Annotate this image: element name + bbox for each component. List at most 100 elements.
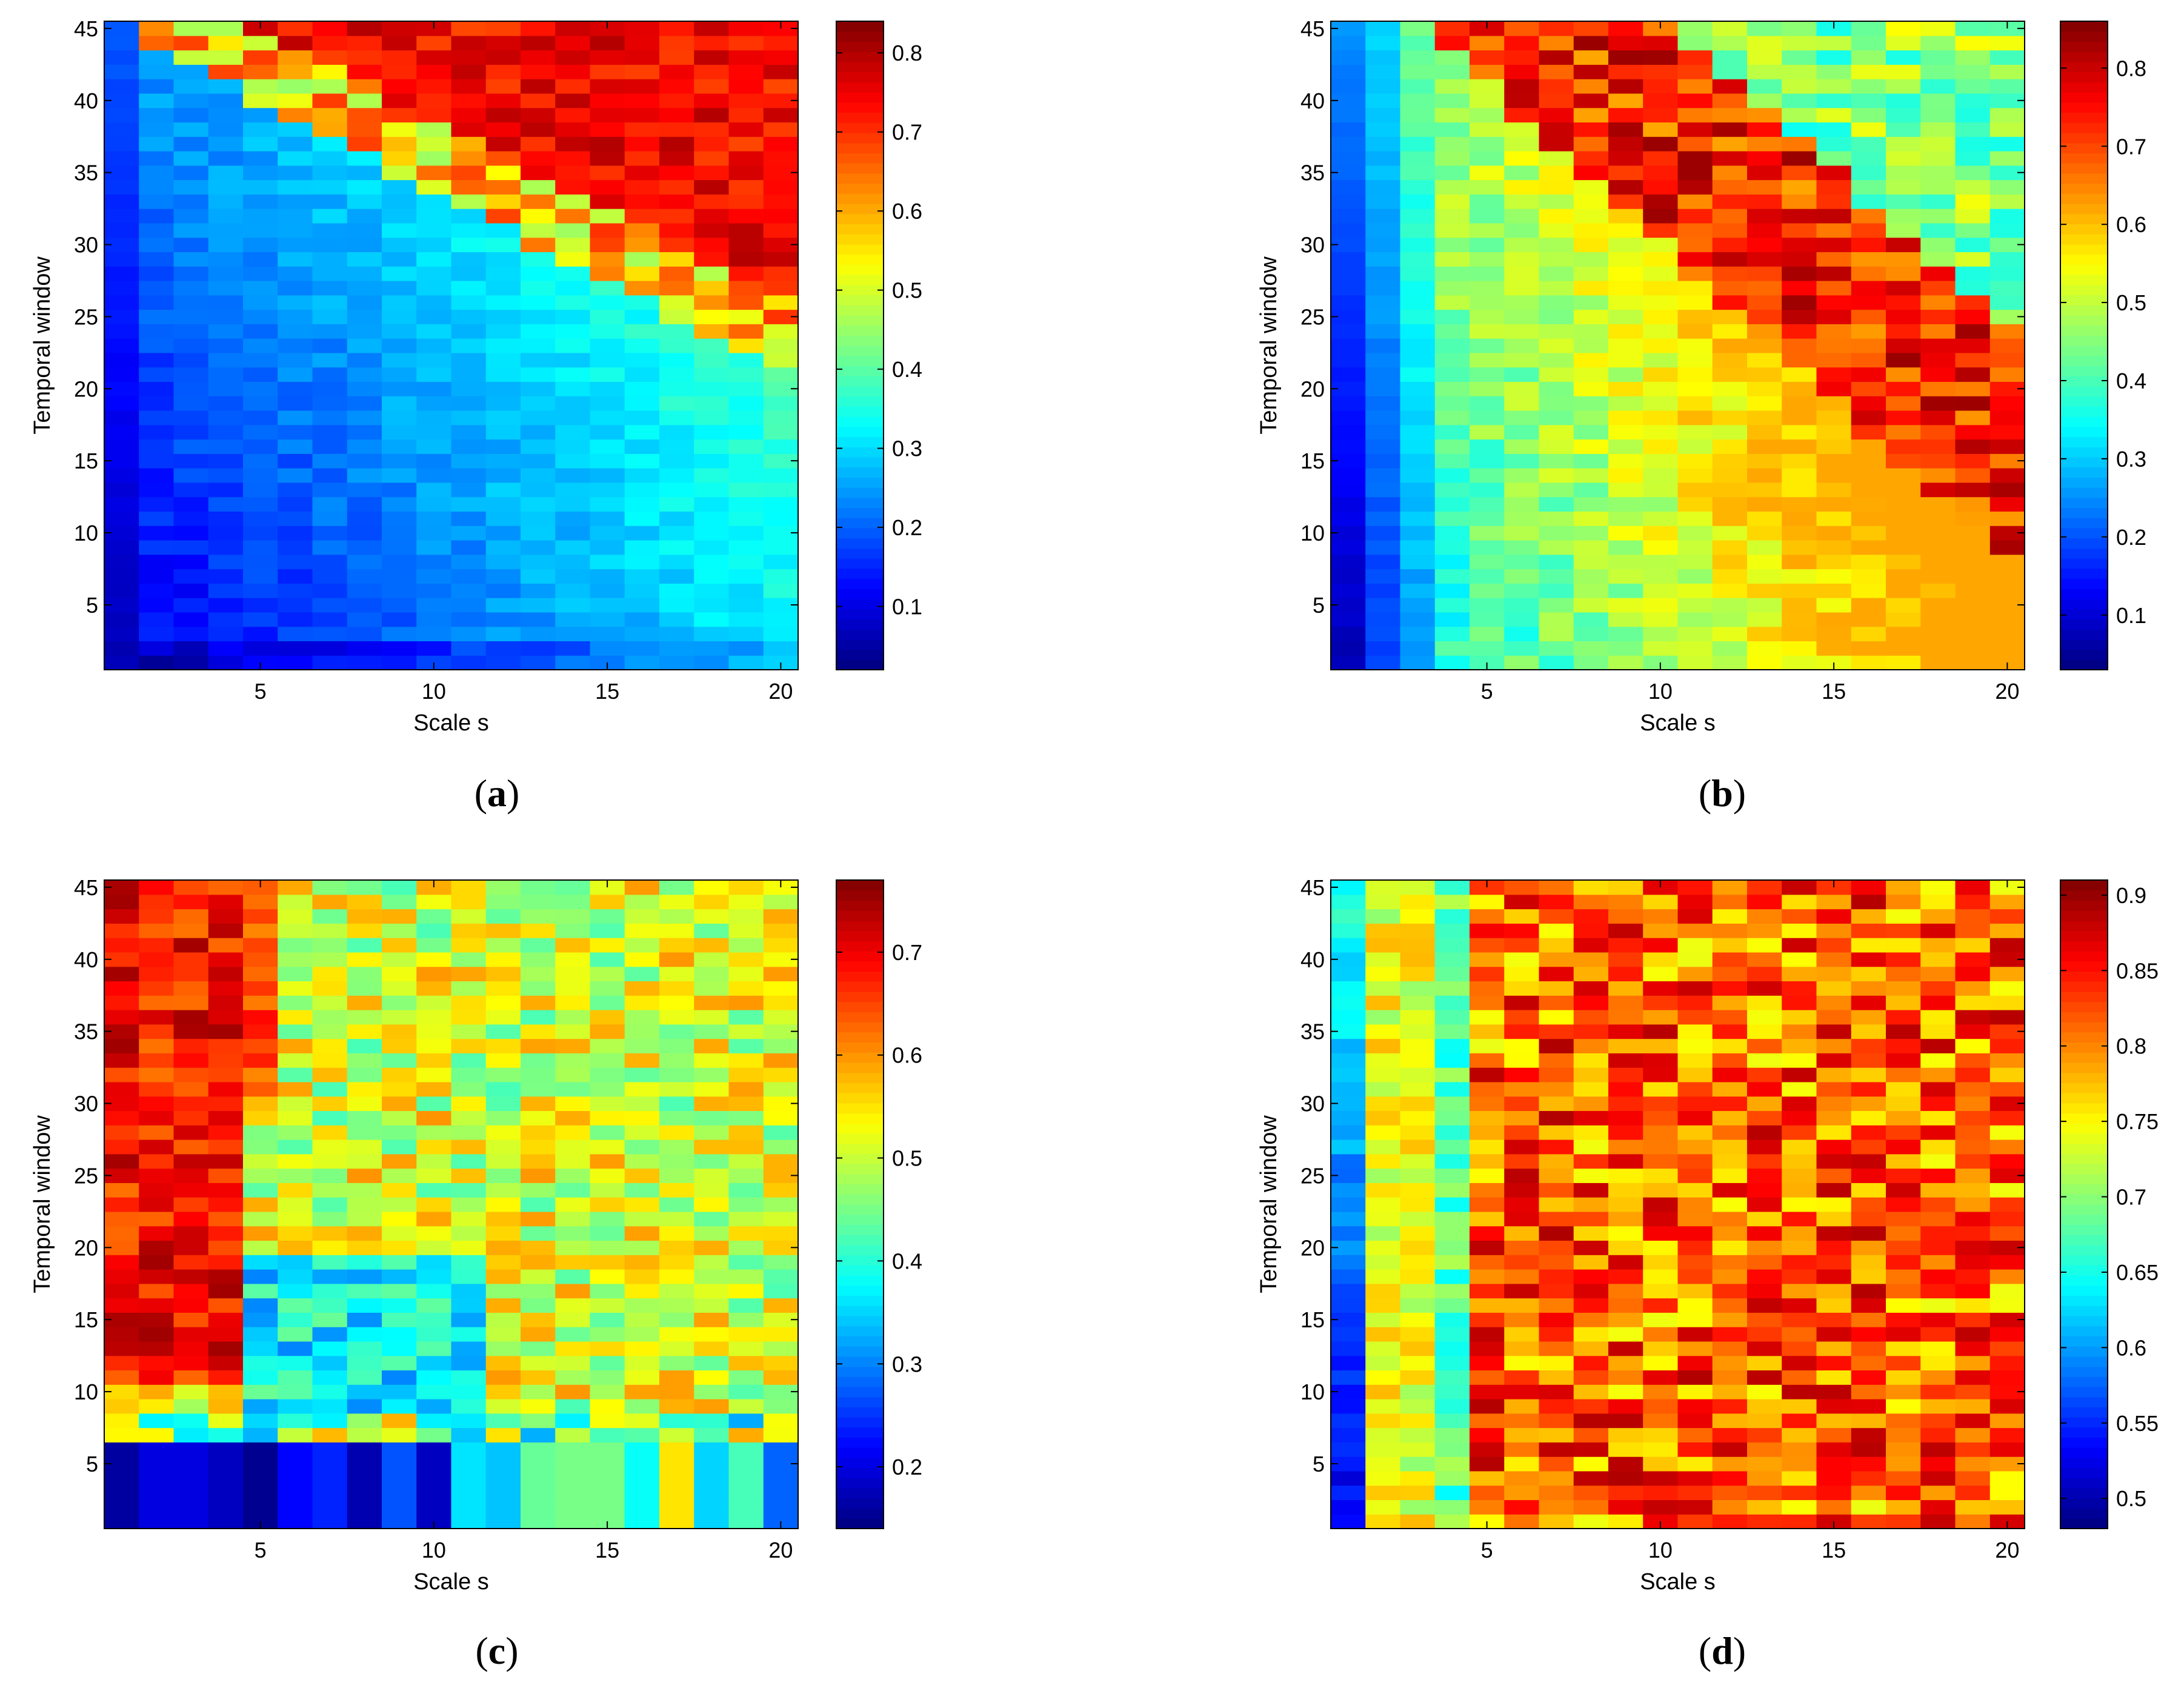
heatmap-cell — [1365, 1413, 1401, 1429]
heatmap-cell — [1434, 1010, 1470, 1025]
heatmap-cell — [104, 612, 139, 627]
heatmap-cell — [1712, 309, 1748, 324]
heatmap-cell — [382, 981, 417, 996]
heatmap-cell — [382, 194, 417, 209]
heatmap-cell — [1712, 1197, 1748, 1212]
heatmap-cell — [451, 439, 487, 454]
heatmap-cell — [416, 1370, 452, 1385]
heatmap-cell — [1886, 93, 1921, 108]
colorbar-step — [836, 234, 884, 245]
heatmap-cell — [1434, 194, 1470, 209]
heatmap-cell — [243, 453, 278, 469]
heatmap-cell — [416, 338, 452, 353]
colorbar-step — [836, 264, 884, 275]
heatmap-cell — [1470, 1341, 1505, 1356]
heatmap-cell — [1920, 1456, 1956, 1472]
colorbar-step — [836, 1386, 884, 1398]
heatmap-cell — [624, 165, 660, 181]
colorbar-step — [2060, 1417, 2108, 1428]
heatmap-cell — [312, 122, 348, 137]
heatmap-cell — [1712, 295, 1748, 310]
heatmap-cell — [1677, 626, 1713, 642]
heatmap-cell — [139, 208, 175, 224]
heatmap-cell — [1573, 136, 1609, 152]
heatmap-cell — [208, 79, 244, 94]
heatmap-cell — [1782, 1442, 1817, 1457]
heatmap-cell — [208, 1168, 244, 1183]
heatmap-cell — [1989, 626, 2025, 642]
colorbar-tick-label: 0.2 — [892, 515, 922, 540]
heatmap-cell — [1539, 909, 1574, 924]
heatmap-cell — [1677, 1067, 1713, 1082]
heatmap-cell — [1712, 35, 1748, 51]
heatmap-cell — [1608, 923, 1643, 938]
heatmap-cell — [208, 981, 244, 996]
heatmap-cell — [728, 136, 764, 152]
heatmap-cell — [208, 410, 244, 425]
heatmap-cell — [1504, 1053, 1540, 1068]
heatmap-cell — [1643, 367, 1679, 382]
heatmap-cell — [590, 525, 625, 541]
colorbar-step — [836, 132, 884, 144]
heatmap-cell — [347, 1096, 382, 1112]
heatmap-cell — [659, 1110, 694, 1126]
heatmap-cell — [485, 511, 521, 526]
colorbar-step — [2060, 558, 2108, 569]
heatmap-cell — [1539, 1485, 1574, 1501]
colorbar-step — [2060, 234, 2108, 245]
heatmap-cell — [1470, 995, 1505, 1010]
heatmap-cell — [590, 1355, 625, 1371]
heatmap-cell — [1886, 222, 1921, 238]
heatmap-cell — [1643, 1096, 1679, 1112]
heatmap-cell — [1816, 165, 1852, 181]
heatmap-cell — [1434, 1182, 1470, 1198]
heatmap-cell — [1504, 1485, 1540, 1501]
heatmap-cell — [521, 367, 556, 382]
heatmap-cell — [1400, 410, 1436, 425]
heatmap-cell — [139, 1168, 175, 1183]
heatmap-cell — [728, 468, 764, 483]
colorbar-step — [2060, 82, 2108, 93]
heatmap-cell — [590, 151, 625, 166]
colorbar-step — [2060, 284, 2108, 296]
heatmap-cell — [1504, 252, 1540, 267]
heatmap-cell — [347, 1053, 382, 1068]
heatmap-cell — [1365, 909, 1401, 924]
colorbar-step — [836, 385, 884, 397]
heatmap-cell — [1677, 938, 1713, 953]
heatmap-cell — [1434, 381, 1470, 396]
heatmap-cell — [312, 324, 348, 339]
heatmap-cell — [1643, 1139, 1679, 1155]
heatmap-cell — [1434, 1399, 1470, 1414]
heatmap-cell — [590, 352, 625, 368]
heatmap-cell — [173, 1413, 209, 1429]
heatmap-cell — [1955, 1125, 1991, 1140]
heatmap-cell — [278, 1283, 313, 1299]
heatmap-cell — [1851, 894, 1886, 910]
heatmap-cell — [1920, 1470, 1956, 1486]
heatmap-cell — [1539, 1081, 1574, 1097]
heatmap-cell — [1886, 525, 1921, 541]
heatmap-cell — [1643, 1283, 1679, 1299]
heatmap-cell — [312, 424, 348, 440]
heatmap-cell — [521, 1514, 556, 1529]
heatmap-cell — [1400, 923, 1436, 938]
heatmap-cell — [1573, 50, 1609, 65]
heatmap-cell — [728, 554, 764, 570]
heatmap-cell — [1573, 1485, 1609, 1501]
heatmap-cell — [1573, 598, 1609, 613]
heatmap-cell — [382, 208, 417, 224]
heatmap-cell — [1470, 266, 1505, 281]
heatmap-cell — [1539, 410, 1574, 425]
heatmap-cell — [416, 309, 452, 324]
heatmap-cell — [173, 952, 209, 967]
heatmap-cell — [347, 64, 382, 79]
heatmap-cell — [1782, 1283, 1817, 1299]
heatmap-cell — [139, 1182, 175, 1198]
heatmap-cell — [1816, 439, 1852, 454]
heatmap-cell — [243, 1038, 278, 1053]
heatmap-cell — [139, 1327, 175, 1342]
heatmap-cell — [1470, 598, 1505, 613]
heatmap-cell — [1989, 281, 2025, 296]
